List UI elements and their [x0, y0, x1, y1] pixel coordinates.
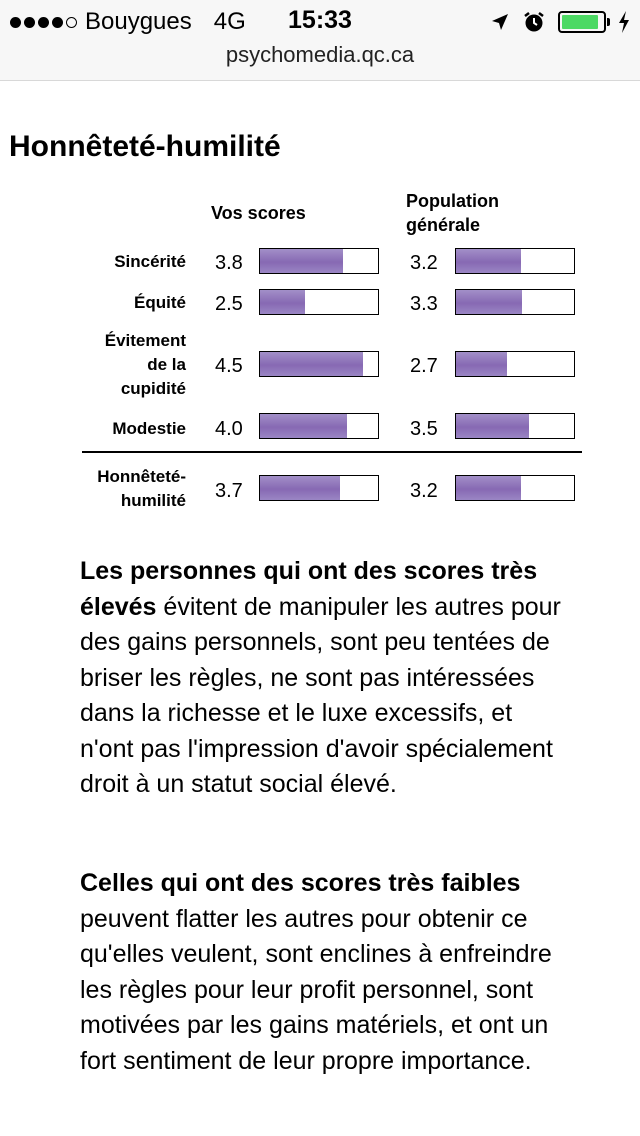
signal-dot	[38, 16, 49, 28]
paragraph-high-bold: Les personnes qui ont des scores très él…	[80, 557, 538, 621]
bar-fill	[456, 476, 521, 500]
clock: 15:33	[288, 6, 352, 34]
charging-bolt-icon	[619, 11, 629, 33]
paragraph-high-scores: Les personnes qui ont des scores très él…	[80, 554, 570, 803]
population-score-value: 3.3	[410, 293, 438, 315]
bar-fill	[456, 352, 507, 376]
address-bar-url[interactable]: psychomedia.qc.ca	[225, 42, 415, 67]
bar-fill	[260, 476, 341, 500]
column-header-population: Population générale	[406, 189, 499, 237]
your-total-score-bar	[259, 475, 379, 501]
row-label-evitement-cupidite: Évitement de la cupidité	[105, 329, 186, 401]
signal-dot	[10, 16, 21, 28]
table-divider	[82, 451, 582, 453]
bar-fill	[260, 290, 305, 314]
row-label-line: humilité	[120, 491, 186, 510]
population-score-bar	[455, 413, 575, 439]
population-total-score-bar	[455, 475, 575, 501]
signal-dot	[52, 16, 63, 28]
bar-fill	[260, 414, 348, 438]
bar-fill	[456, 249, 521, 273]
population-score-bar	[455, 351, 575, 377]
column-header-your-scores: Vos scores	[211, 203, 306, 223]
row-label-total: Honnêteté- humilité	[97, 465, 186, 513]
your-score-value: 3.8	[215, 252, 243, 274]
your-score-bar	[259, 248, 379, 274]
bar-fill	[456, 414, 530, 438]
population-score-value: 3.2	[410, 252, 438, 274]
your-total-score-value: 3.7	[215, 480, 243, 502]
status-left: Bouygues 4G	[10, 8, 246, 36]
network-type: 4G	[213, 8, 246, 35]
status-right	[490, 8, 630, 36]
paragraph-low-scores: Celles qui ont des scores très faibles p…	[80, 866, 570, 1079]
row-label-line: Honnêteté-	[97, 467, 186, 486]
your-score-value: 4.5	[215, 355, 243, 377]
bar-fill	[260, 249, 343, 273]
row-label-line: Sincérité	[114, 252, 186, 271]
paragraph-high-text: évitent de manipuler les autres pour des…	[80, 592, 561, 799]
bar-fill	[456, 290, 523, 314]
your-score-bar	[259, 413, 379, 439]
population-score-bar	[455, 289, 575, 315]
column-header-population-line: Population	[406, 191, 499, 211]
alarm-clock-icon	[524, 12, 544, 32]
signal-dot-empty	[66, 16, 77, 28]
column-header-population-line: générale	[406, 215, 481, 235]
signal-dot	[24, 16, 35, 28]
row-label-line: cupidité	[120, 379, 186, 398]
paragraph-low-text: peuvent flatter les autres pour obtenir …	[80, 904, 552, 1075]
location-arrow-icon	[492, 14, 508, 30]
your-score-value: 4.0	[215, 418, 243, 440]
your-score-bar	[259, 289, 379, 315]
row-label-line: Équité	[134, 293, 186, 312]
battery-level	[562, 15, 598, 29]
population-total-score-value: 3.2	[410, 480, 438, 502]
carrier-name: Bouygues	[85, 8, 192, 35]
battery-icon	[558, 11, 610, 33]
row-label-sincerite: Sincérité	[114, 250, 186, 274]
your-score-value: 2.5	[215, 293, 243, 315]
bar-fill	[260, 352, 363, 376]
population-score-value: 2.7	[410, 355, 438, 377]
row-label-line: Modestie	[112, 419, 186, 438]
population-score-bar	[455, 248, 575, 274]
status-bar: Bouygues 4G 15:33 psychomedia.qc.ca	[0, 0, 640, 81]
row-label-line: Évitement	[104, 331, 186, 350]
page-title: Honnêteté-humilité	[9, 130, 281, 163]
signal-strength-icon	[10, 16, 77, 28]
row-label-line: de la	[147, 355, 186, 374]
row-label-modestie: Modestie	[112, 417, 186, 441]
paragraph-low-bold: Celles qui ont des scores très faibles	[80, 869, 521, 897]
population-score-value: 3.5	[410, 418, 438, 440]
your-score-bar	[259, 351, 379, 377]
row-label-equite: Équité	[134, 291, 186, 315]
